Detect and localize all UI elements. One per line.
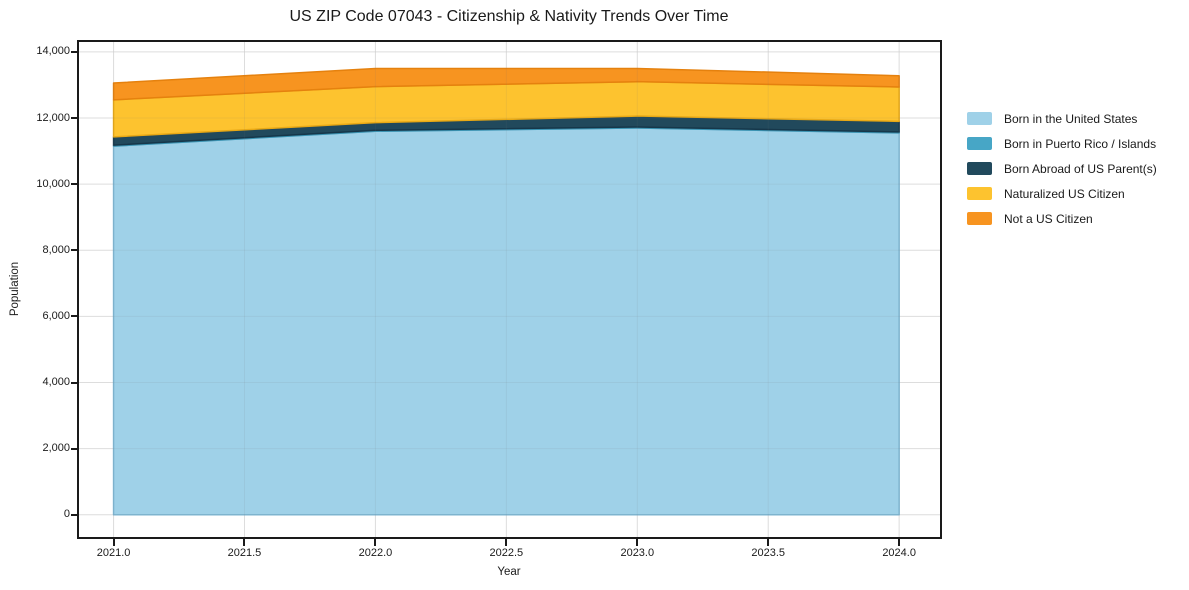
y-tick-label: 12,000 (36, 111, 70, 124)
legend-entry-naturalized-us-citizen: Naturalized US Citizen (967, 181, 1157, 206)
x-tick-label: 2024.0 (882, 547, 916, 559)
y-tick-mark (71, 447, 77, 450)
y-tick-mark (71, 513, 77, 516)
x-tick-mark (374, 539, 377, 546)
x-tick-label: 2022.5 (489, 547, 524, 559)
y-tick-mark (71, 315, 77, 318)
y-tick-label: 2,000 (42, 442, 70, 455)
x-tick-label: 2022.0 (358, 547, 393, 559)
x-tick-mark (767, 539, 770, 546)
legend-label: Not a US Citizen (1004, 211, 1093, 226)
y-tick-mark (71, 381, 77, 384)
stacked-area-plot (79, 42, 940, 537)
x-tick-label: 2021.5 (227, 547, 262, 559)
y-tick-mark (71, 50, 77, 53)
x-tick-mark (243, 539, 246, 546)
y-tick-mark (71, 249, 77, 252)
y-tick-mark (71, 183, 77, 186)
legend-label: Born Abroad of US Parent(s) (1004, 161, 1157, 176)
legend-swatch-born-abroad-of-us-parent-s (967, 162, 992, 175)
x-tick-mark (636, 539, 639, 546)
legend: Born in the United States Born in Puerto … (967, 106, 1157, 231)
x-tick-mark (898, 539, 901, 546)
legend-swatch-born-in-puerto-rico-islands (967, 137, 992, 150)
y-tick-label: 8,000 (42, 243, 70, 256)
legend-entry-born-in-the-united-states: Born in the United States (967, 106, 1157, 131)
chart-title: US ZIP Code 07043 - Citizenship & Nativi… (289, 8, 729, 25)
legend-label: Born in the United States (1004, 111, 1138, 126)
area-not-a-us-citizen (112, 67, 900, 101)
legend-swatch-naturalized-us-citizen (967, 187, 992, 200)
x-tick-mark (112, 539, 115, 546)
y-tick-mark (71, 117, 77, 120)
y-tick-label: 0 (63, 508, 70, 521)
x-tick-mark (505, 539, 508, 546)
y-tick-label: 4,000 (42, 376, 70, 389)
y-tick-label: 6,000 (42, 309, 70, 322)
legend-label: Born in Puerto Rico / Islands (1004, 136, 1157, 151)
legend-label: Naturalized US Citizen (1004, 186, 1125, 201)
x-axis-label: Year (497, 566, 521, 578)
y-tick-label: 14,000 (36, 45, 70, 58)
y-tick-label: 10,000 (36, 177, 70, 190)
x-tick-label: 2023.0 (620, 547, 655, 559)
legend-swatch-born-in-the-united-states (967, 112, 992, 125)
legend-entry-born-in-puerto-rico-islands: Born in Puerto Rico / Islands (967, 131, 1157, 156)
x-tick-label: 2023.5 (751, 547, 786, 559)
y-axis-label: Population (9, 261, 21, 317)
legend-entry-born-abroad-of-us-parent-s: Born Abroad of US Parent(s) (967, 156, 1157, 181)
legend-swatch-not-a-us-citizen (967, 212, 992, 225)
legend-entry-not-a-us-citizen: Not a US Citizen (967, 206, 1157, 231)
x-tick-label: 2021.0 (96, 547, 131, 559)
